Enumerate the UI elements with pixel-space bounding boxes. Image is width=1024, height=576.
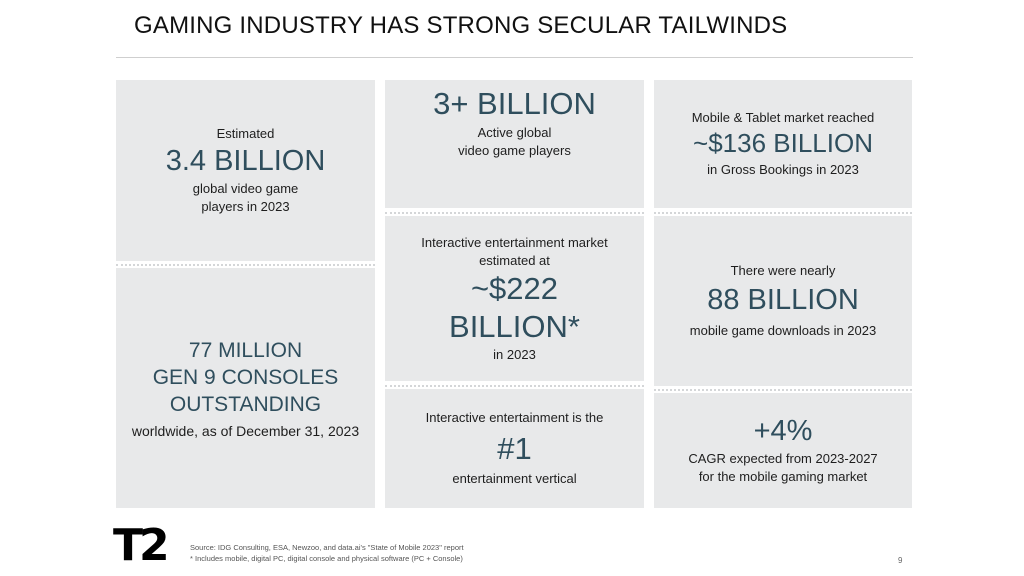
- tile-separator: [654, 212, 912, 214]
- tile-consoles: 77 MILLION GEN 9 CONSOLES OUTSTANDING wo…: [116, 268, 375, 508]
- tile-estimated-players: Estimated 3.4 BILLION global video game …: [116, 80, 375, 261]
- title-divider: [116, 57, 913, 58]
- source-note: Source: IDG Consulting, ESA, Newzoo, and…: [190, 542, 464, 564]
- tile-big-number: 3.4 BILLION: [165, 144, 326, 177]
- tile-cagr: +4% CAGR expected from 2023-2027 for the…: [654, 393, 912, 508]
- tile-post-text: worldwide, as of December 31, 2023: [131, 422, 360, 439]
- source-line: Source: IDG Consulting, ESA, Newzoo, and…: [190, 543, 464, 552]
- tile-big-number: ~$136 BILLION: [693, 128, 873, 159]
- tile-post-text: mobile game downloads in 2023: [689, 322, 877, 338]
- tile-post-text: entertainment vertical: [452, 471, 577, 487]
- tile-big-number: 3+ BILLION: [433, 86, 596, 121]
- tile-separator: [654, 389, 912, 391]
- tile-post-text: in 2023: [493, 346, 536, 362]
- tile-post-text: players in 2023: [201, 199, 290, 215]
- tile-big-text: OUTSTANDING: [169, 392, 322, 416]
- tile-post-text: for the mobile gaming market: [698, 469, 868, 485]
- tile-post-text: CAGR expected from 2023-2027: [688, 451, 878, 467]
- tile-post-text: Active global: [477, 124, 552, 140]
- tile-pre-text: estimated at: [479, 252, 550, 268]
- tile-separator: [385, 385, 644, 387]
- page-number: 9: [898, 556, 903, 565]
- tile-big-number: ~$222: [470, 270, 559, 306]
- tile-pre-text: Mobile & Tablet market reached: [691, 110, 875, 126]
- t2-logo: T2: [113, 520, 170, 571]
- tile-post-text: video game players: [458, 142, 571, 158]
- tile-market-size: Interactive entertainment market estimat…: [385, 216, 644, 381]
- tile-active-players: 3+ BILLION Active global video game play…: [385, 80, 644, 208]
- tile-big-number: 88 BILLION: [707, 284, 859, 317]
- tile-mobile-tablet: Mobile & Tablet market reached ~$136 BIL…: [654, 80, 912, 208]
- tile-pre-text: Estimated: [216, 125, 275, 141]
- slide-title: GAMING INDUSTRY HAS STRONG SECULAR TAILW…: [134, 12, 788, 39]
- tile-separator: [385, 212, 644, 214]
- tile-downloads: There were nearly 88 BILLION mobile game…: [654, 216, 912, 386]
- tile-entertainment-vertical: Interactive entertainment is the #1 ente…: [385, 389, 644, 508]
- tile-separator: [116, 264, 375, 266]
- tile-pre-text: Interactive entertainment is the: [425, 409, 604, 425]
- tile-big-number: 77 MILLION: [188, 338, 303, 362]
- tile-post-text: global video game: [192, 181, 299, 197]
- tile-pre-text: Interactive entertainment market: [421, 234, 608, 250]
- tile-pre-text: There were nearly: [730, 263, 836, 279]
- tile-big-number: #1: [497, 430, 532, 466]
- tile-big-text: GEN 9 CONSOLES: [152, 365, 339, 389]
- tile-post-text: in Gross Bookings in 2023: [707, 161, 859, 177]
- tile-big-number: BILLION*: [449, 308, 580, 344]
- tile-big-number: +4%: [753, 414, 813, 447]
- footnote: * Includes mobile, digital PC, digital c…: [190, 554, 463, 563]
